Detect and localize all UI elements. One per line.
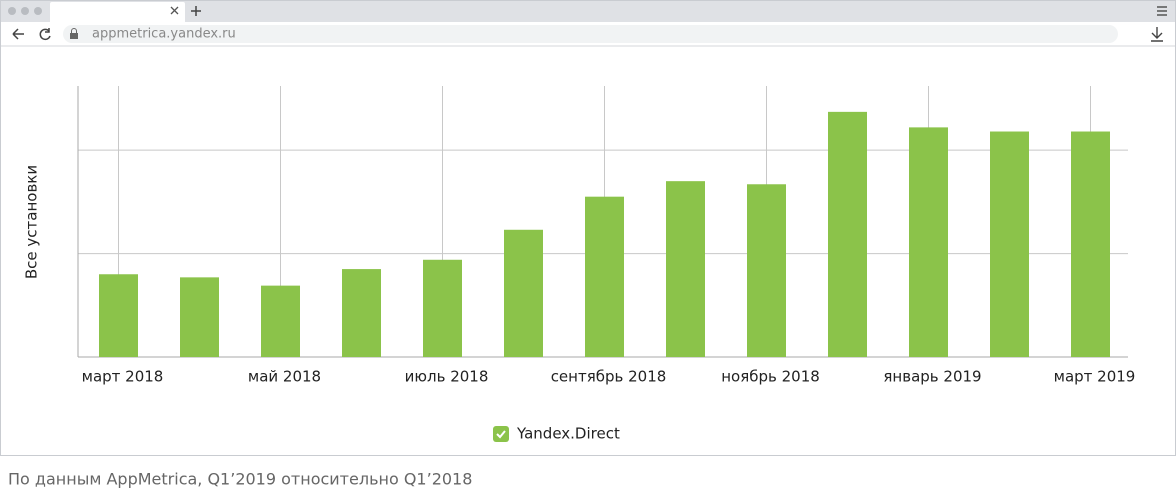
x-tick-label: март 2018: [82, 368, 164, 386]
legend-check: [496, 430, 506, 439]
y-axis-label: Все установки: [23, 165, 41, 279]
legend-swatch: [493, 426, 509, 442]
bar: [1071, 131, 1110, 357]
download[interactable]: [1151, 27, 1163, 42]
bar: [342, 269, 381, 357]
bar: [423, 259, 462, 357]
bar: [261, 285, 300, 357]
x-tick-label: март 2019: [1054, 368, 1136, 386]
bar: [747, 184, 786, 357]
menu[interactable]: [1157, 6, 1167, 16]
window-button[interactable]: [34, 7, 42, 15]
bar: [828, 111, 867, 357]
x-tick-label: январь 2019: [883, 368, 981, 386]
address-bar[interactable]: [63, 25, 1118, 43]
legend-label: Yandex.Direct: [516, 425, 620, 443]
tab[interactable]: [50, 2, 185, 22]
back[interactable]: [12, 28, 24, 40]
tab-close[interactable]: [170, 6, 179, 15]
caption: По данным AppMetrica, Q1’2019 относитель…: [8, 470, 472, 489]
reload[interactable]: [39, 28, 51, 41]
window-button[interactable]: [8, 7, 16, 15]
x-tick-label: сентябрь 2018: [551, 368, 667, 386]
bar: [180, 277, 219, 357]
lock: [71, 28, 77, 33]
lock: [70, 33, 78, 39]
new-tab[interactable]: [191, 6, 201, 16]
bar: [504, 229, 543, 357]
bar: [909, 127, 948, 357]
x-tick-label: июль 2018: [405, 368, 489, 386]
bar: [990, 131, 1029, 357]
bar: [585, 196, 624, 357]
window-button[interactable]: [21, 7, 29, 15]
plot: март 2018 май 2018 июль 2018 сентябрь 2018 н…: [77, 86, 1136, 443]
x-tick-label: май 2018: [248, 368, 321, 386]
tab-bar: [1, 1, 1175, 22]
bar: [666, 181, 705, 357]
url[interactable]: appmetrica.yandex.ru: [92, 27, 236, 42]
bar: [99, 274, 138, 357]
x-tick-label: ноябрь 2018: [721, 368, 820, 386]
